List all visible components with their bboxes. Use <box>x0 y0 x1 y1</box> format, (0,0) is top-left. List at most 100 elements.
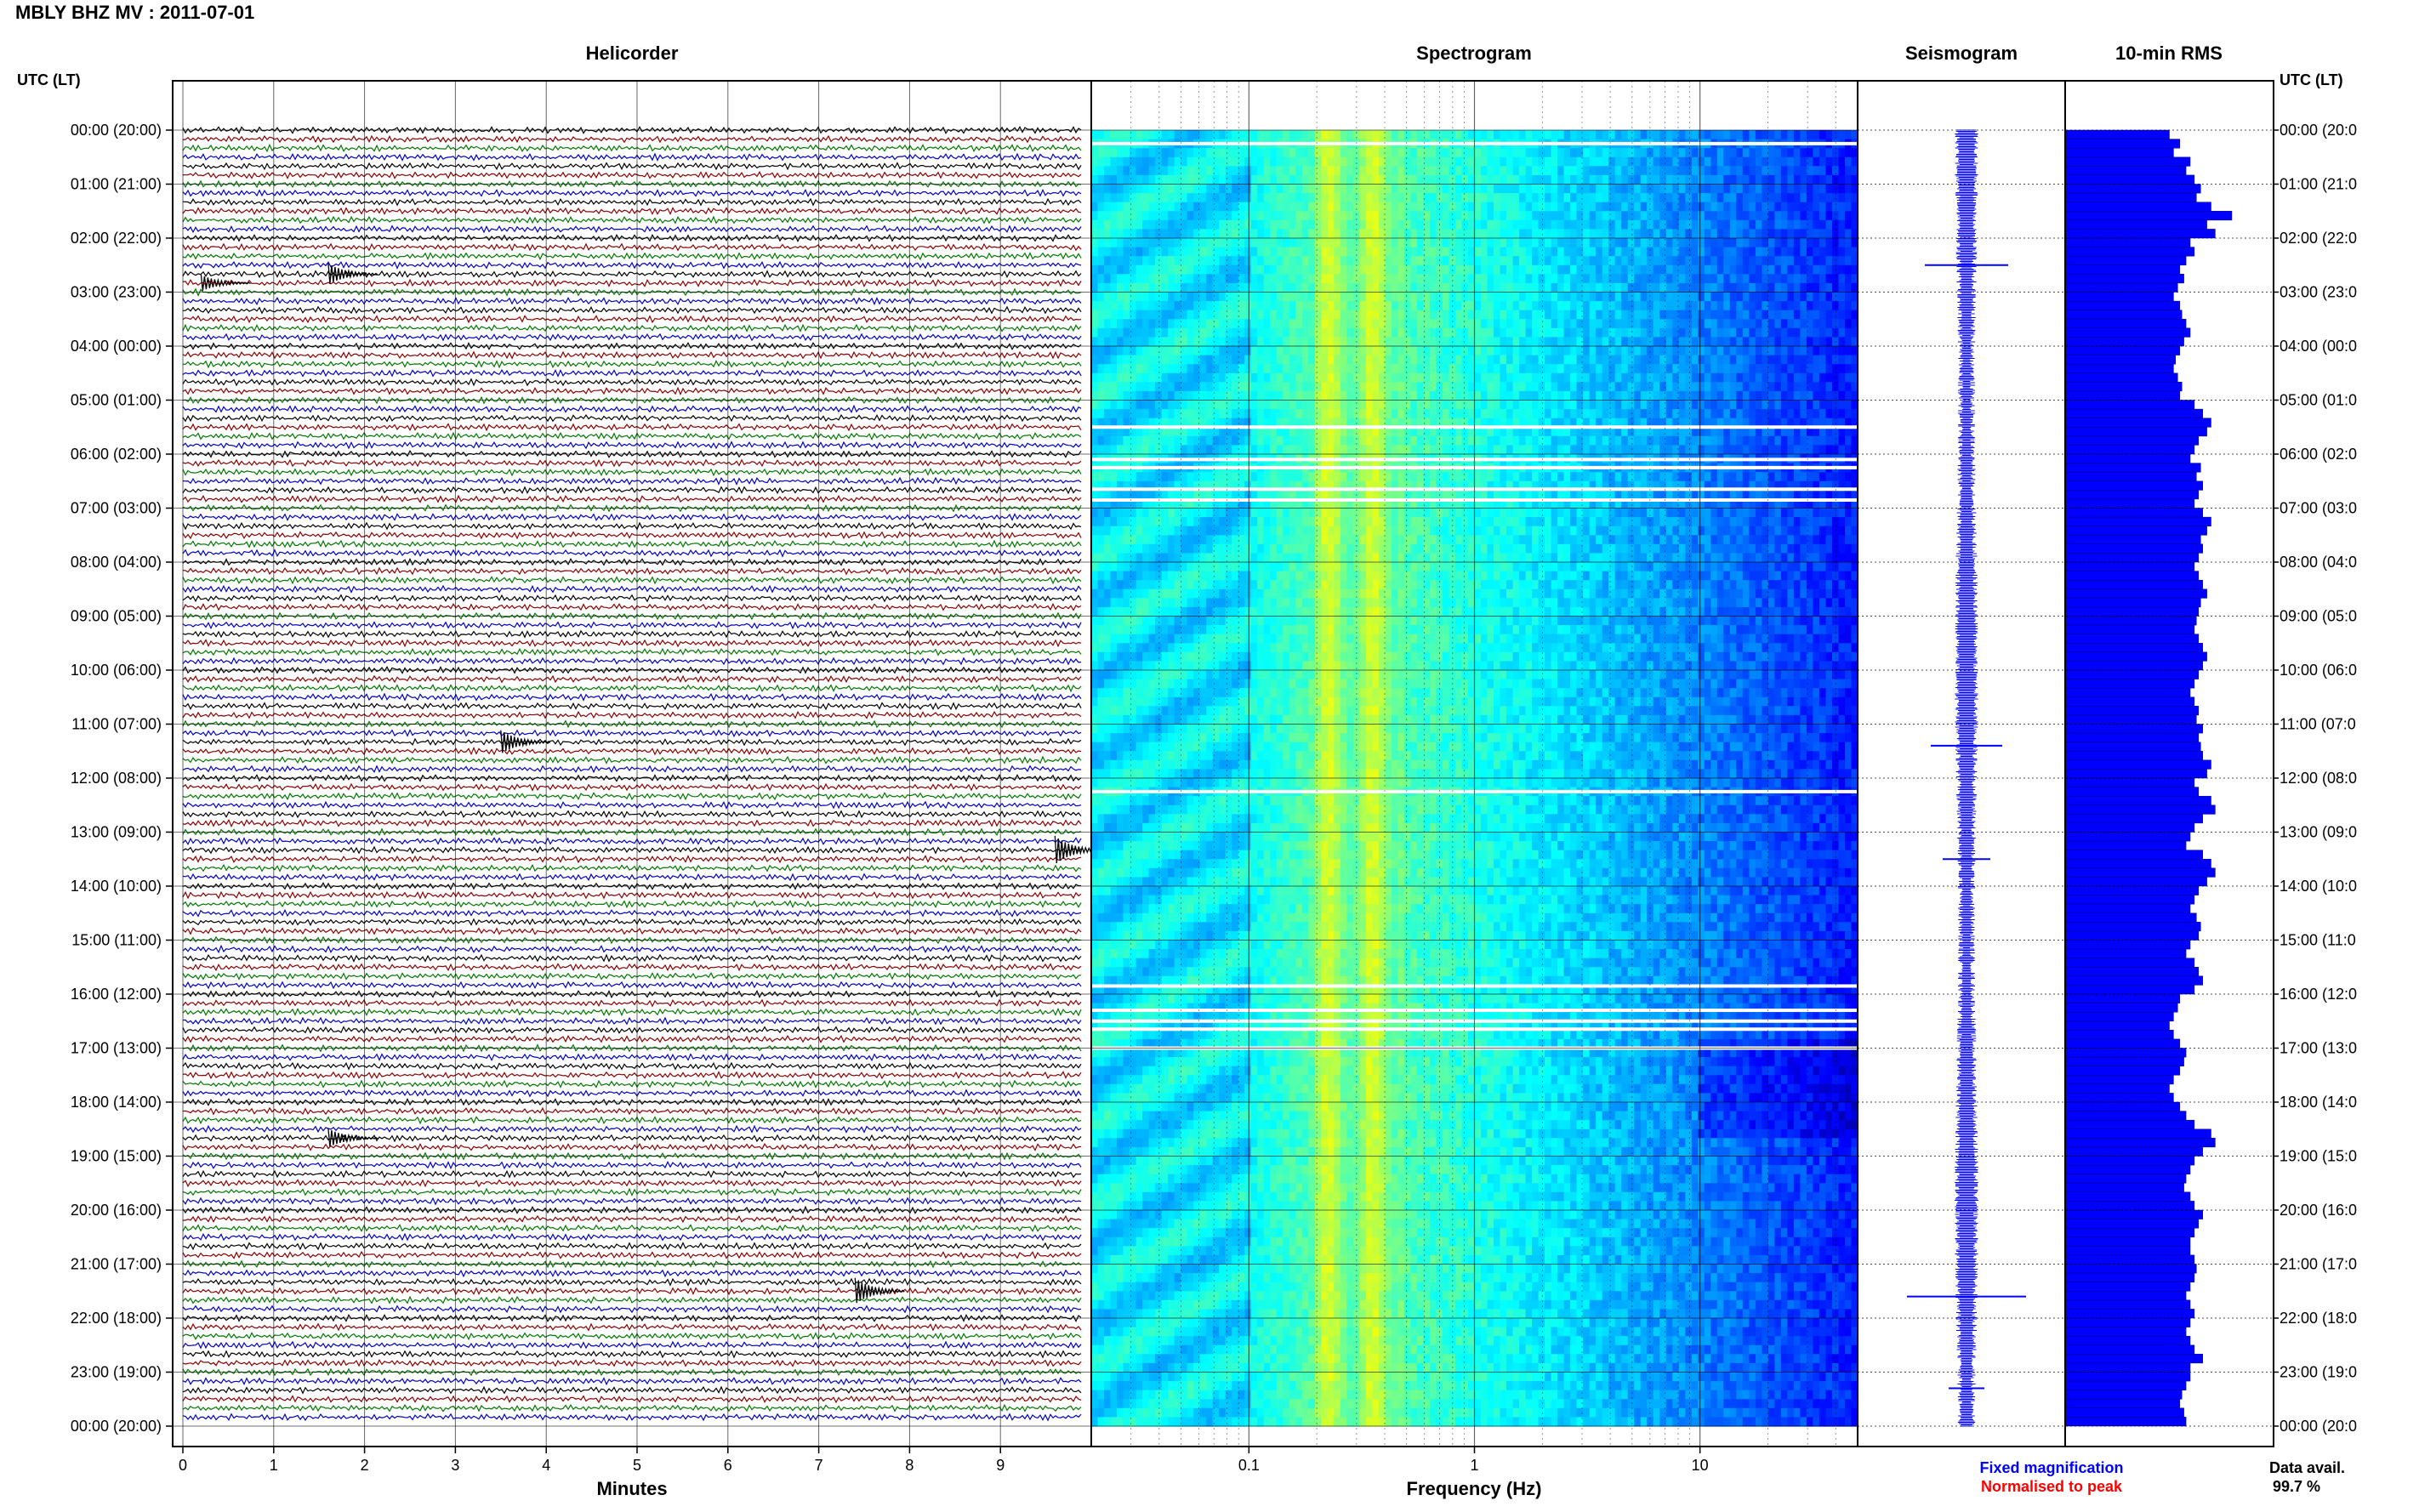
rms-bar <box>2065 616 2197 626</box>
rms-bar <box>2065 561 2195 571</box>
helicorder-event <box>200 275 251 291</box>
rms-bar <box>2065 877 2207 887</box>
helicorder-trace <box>182 1106 1082 1116</box>
helicorder-trace <box>182 1007 1082 1017</box>
helicorder-trace <box>182 845 1082 855</box>
time-label-right: 08:00 (04:0 <box>2280 554 2357 571</box>
time-label-left: 01:00 (21:00) <box>71 176 162 193</box>
time-label-right: 05:00 (01:0 <box>2280 392 2357 409</box>
rms-bar <box>2065 732 2200 742</box>
rms-bar <box>2065 526 2207 536</box>
rms-bar <box>2065 1380 2187 1390</box>
helicorder-trace <box>182 1287 1082 1296</box>
rms-bar <box>2065 885 2200 895</box>
helicorder-trace <box>182 413 1082 423</box>
helicorder-title: Helicorder <box>586 43 679 64</box>
rms-bar <box>2065 1309 2195 1319</box>
grid-lines <box>173 81 2274 1447</box>
helicorder-trace <box>182 207 1082 216</box>
rms-bar <box>2065 714 2197 725</box>
minute-tick-label: 7 <box>815 1457 823 1474</box>
helicorder-trace <box>182 1161 1082 1170</box>
seismogram-trace <box>1907 129 2026 1427</box>
rms-bar <box>2065 1254 2195 1265</box>
helicorder-trace <box>182 1034 1082 1043</box>
rms-bar <box>2065 147 2174 158</box>
time-label-left: 03:00 (23:00) <box>71 284 162 301</box>
rms-bar <box>2065 1083 2170 1094</box>
helicorder-trace <box>182 603 1082 611</box>
rms-bar <box>2065 1299 2191 1310</box>
rms-bar <box>2065 895 2195 905</box>
rms-bar <box>2065 1128 2211 1139</box>
rms-bar <box>2065 850 2203 860</box>
helicorder-trace <box>182 1089 1082 1098</box>
helicorder-trace <box>182 855 1082 864</box>
helicorder-trace <box>182 1305 1082 1314</box>
helicorder-trace <box>182 908 1082 918</box>
helicorder-trace <box>182 1350 1082 1359</box>
helicorder-trace <box>182 873 1082 882</box>
helicorder-trace <box>182 423 1082 432</box>
rms-bar <box>2065 1156 2195 1166</box>
minute-tick-label: 2 <box>361 1457 369 1474</box>
rms-bar <box>2065 508 2203 518</box>
rms-bar <box>2065 400 2195 410</box>
figure-title: MBLY BHZ MV : 2011-07-01 <box>15 2 254 23</box>
rms-bar <box>2065 184 2201 194</box>
utc-header-right: UTC (LT) <box>2280 71 2343 88</box>
rms-bar <box>2065 327 2191 338</box>
spectrogram-image <box>1091 130 1858 1427</box>
time-label-right: 19:00 (15:0 <box>2280 1148 2357 1165</box>
rms-bar <box>2065 1146 2203 1157</box>
helicorder-trace <box>182 971 1082 981</box>
helicorder-trace <box>182 918 1082 927</box>
time-label-left: 10:00 (06:00) <box>71 662 162 679</box>
rms-bar <box>2065 516 2211 526</box>
rms-bar <box>2065 1209 2203 1219</box>
time-label-left: 11:00 (07:00) <box>71 716 162 733</box>
time-label-right: 14:00 (10:0 <box>2280 878 2357 895</box>
rms-bar <box>2065 867 2216 878</box>
helicorder-trace <box>182 1242 1082 1251</box>
helicorder-trace <box>182 1134 1082 1143</box>
rms-bar <box>2065 1282 2191 1292</box>
helicorder-trace <box>182 692 1082 702</box>
helicorder-trace <box>182 1250 1082 1259</box>
rms-bar <box>2065 237 2191 247</box>
helicorder-trace <box>182 611 1082 621</box>
helicorder-trace <box>182 594 1082 603</box>
helicorder-trace <box>182 1116 1082 1125</box>
rms-bar <box>2065 922 2201 932</box>
minute-tick-label: 1 <box>270 1457 278 1474</box>
helicorder-event <box>327 263 379 284</box>
helicorder-xticks: 0 1 2 3 4 5 6 7 8 9 <box>179 1447 1005 1474</box>
time-label-right: 10:00 (06:0 <box>2280 662 2357 679</box>
rms-bar <box>2065 1183 2184 1193</box>
rms-bar <box>2065 967 2200 977</box>
helicorder-xlabel: Minutes <box>596 1478 667 1499</box>
rms-bar <box>2065 634 2200 644</box>
helicorder-event <box>854 1277 905 1304</box>
helicorder-event <box>327 1128 379 1147</box>
helicorder-trace <box>182 188 1082 198</box>
helicorder-trace <box>182 549 1082 558</box>
helicorder-trace <box>182 576 1082 585</box>
rms-bar <box>2065 1417 2187 1427</box>
minute-tick-label: 3 <box>451 1457 459 1474</box>
rms-bar <box>2065 247 2195 257</box>
time-label-right: 00:00 (20:0 <box>2280 1418 2357 1435</box>
helicorder-trace <box>182 242 1082 252</box>
rms-bar <box>2065 948 2187 958</box>
rms-bar <box>2065 463 2201 473</box>
time-label-left: 09:00 (05:00) <box>71 608 162 625</box>
helicorder-trace <box>182 323 1082 333</box>
rms-bar <box>2065 1344 2195 1355</box>
helicorder-traces <box>182 126 1091 1422</box>
time-label-right: 12:00 (08:0 <box>2280 770 2357 787</box>
helicorder-trace <box>182 260 1082 270</box>
rms-bar <box>2065 1030 2174 1040</box>
helicorder-trace <box>182 998 1082 1008</box>
helicorder-trace <box>182 531 1082 540</box>
left-time-labels: 00:00 (20:00) 01:00 (21:00) 02:00 (22:00) 0… <box>71 122 173 1435</box>
